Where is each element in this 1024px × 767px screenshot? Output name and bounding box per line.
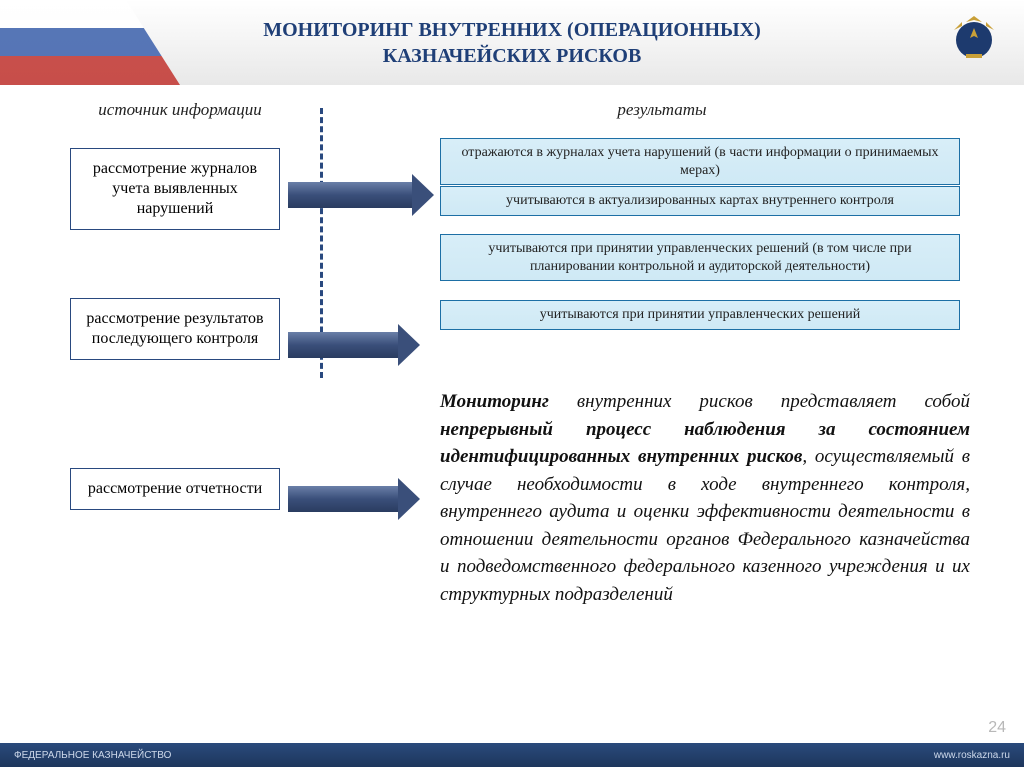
result-box: отражаются в журналах учета нарушений (в… [440, 138, 960, 185]
footer-right: www.roskazna.ru [934, 750, 1010, 761]
header-band: МОНИТОРИНГ ВНУТРЕННИХ (ОПЕРАЦИОННЫХ) КАЗ… [0, 0, 1024, 85]
arrow-icon [288, 332, 398, 358]
arrow-icon [288, 182, 412, 208]
emblem-icon [944, 8, 1004, 68]
source-box: рассмотрение журналов учета выявленных н… [70, 148, 280, 230]
diagram: рассмотрение журналов учета выявленных н… [30, 138, 994, 698]
description-lead-rest: внутренних рисков представляет собой [549, 391, 970, 412]
result-box: учитываются при принятии управленческих … [440, 234, 960, 281]
left-column-header: источник информации [30, 100, 330, 120]
page-title: МОНИТОРИНГ ВНУТРЕННИХ (ОПЕРАЦИОННЫХ) КАЗ… [192, 17, 832, 69]
description-paragraph: Мониторинг внутренних рисков представляе… [440, 388, 970, 608]
content-area: источник информации результаты рассмотре… [0, 100, 1024, 737]
arrow-icon [288, 486, 398, 512]
description-lead-bold: Мониторинг [440, 391, 549, 412]
result-box: учитываются при принятии управленческих … [440, 300, 960, 330]
right-column-header: результаты [330, 100, 994, 120]
footer-left: ФЕДЕРАЛЬНОЕ КАЗНАЧЕЙСТВО [14, 750, 171, 761]
flag-ribbon [0, 0, 180, 85]
source-box: рассмотрение результатов последующего ко… [70, 298, 280, 360]
result-box: учитываются в актуализированных картах в… [440, 186, 960, 216]
column-headers: источник информации результаты [30, 100, 994, 120]
footer-bar: ФЕДЕРАЛЬНОЕ КАЗНАЧЕЙСТВО www.roskazna.ru [0, 743, 1024, 767]
description-tail: , осуществляемый в случае необходимости … [440, 446, 970, 605]
page-number: 24 [988, 719, 1006, 737]
source-box: рассмотрение отчетности [70, 468, 280, 510]
